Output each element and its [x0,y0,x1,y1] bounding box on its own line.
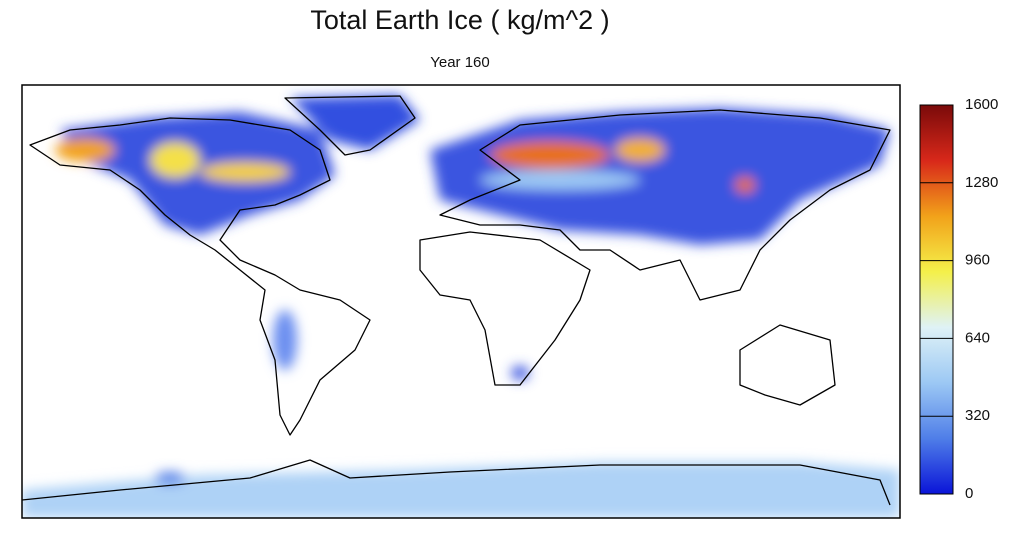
colorbar-tick-label: 960 [965,252,990,269]
colorbar-tick-label: 640 [965,329,990,346]
chart-subtitle: Year 160 [430,54,490,71]
ice-field [22,95,900,518]
colorbar-tick-label: 320 [965,407,990,424]
map [22,85,900,518]
colorbar-tick-label: 1600 [965,96,998,113]
colorbar-tick-label: 0 [965,485,973,502]
colorbar-tick-label: 1280 [965,174,998,191]
coastlines [22,95,891,506]
map-frame [21,84,901,519]
chart-title: Total Earth Ice ( kg/m^2 ) [310,5,609,35]
colorbar [919,104,954,495]
